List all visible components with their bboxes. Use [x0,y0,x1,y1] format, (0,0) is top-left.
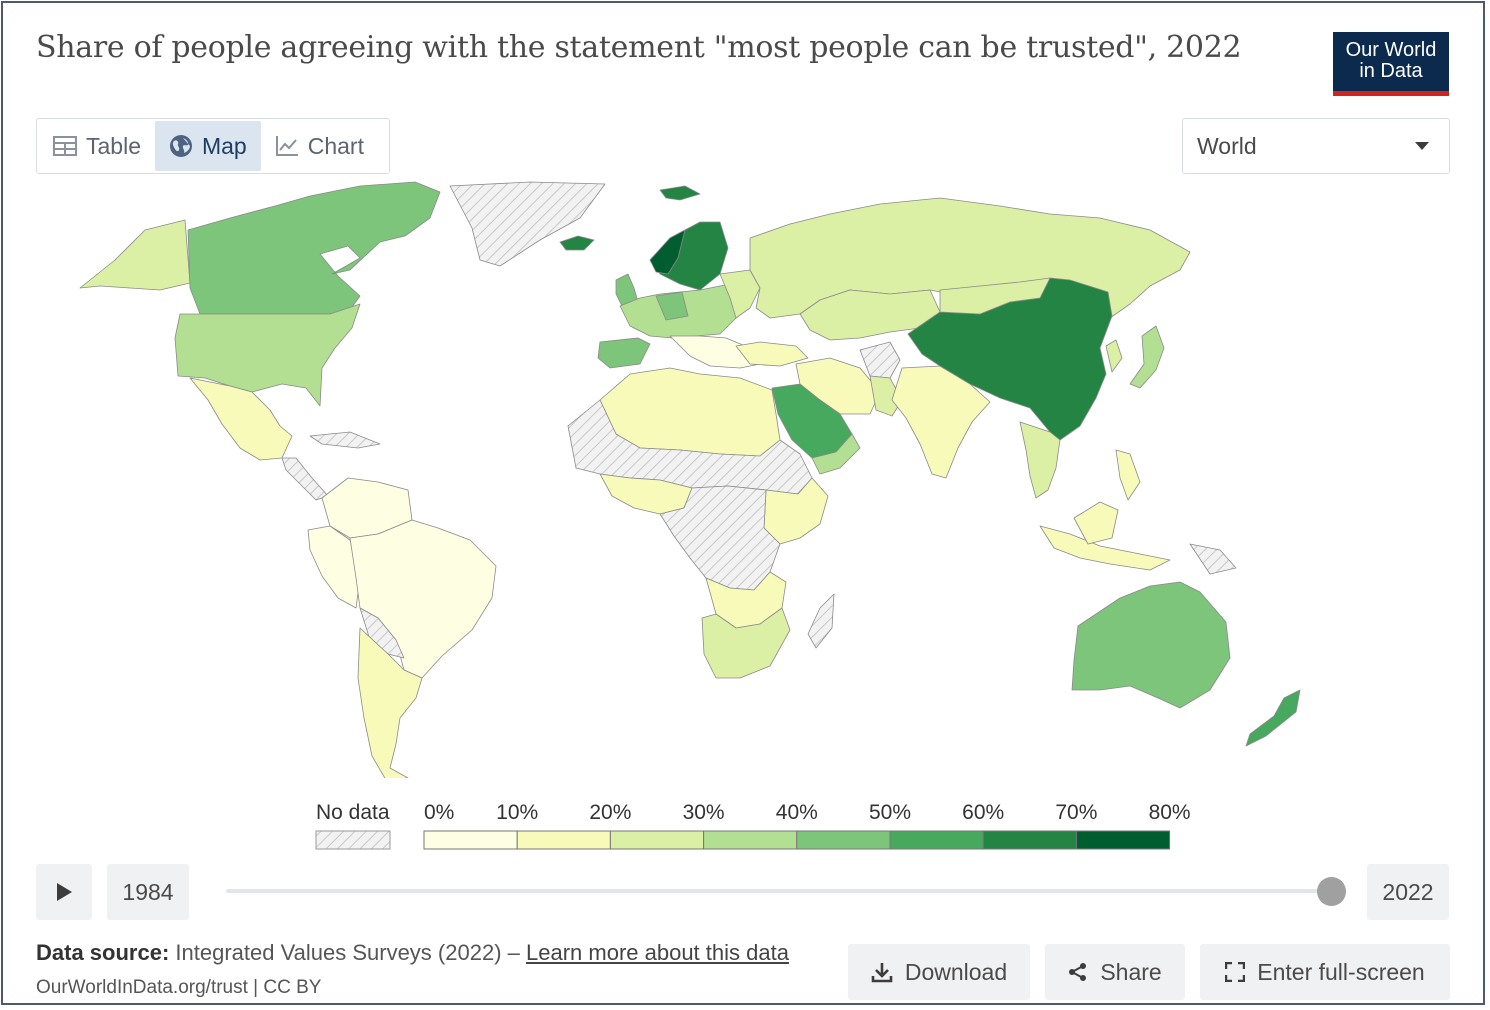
map-korea[interactable] [1105,339,1123,373]
map-australia[interactable] [1071,581,1231,709]
world-map [79,181,1301,778]
map-caribbean[interactable] [309,431,381,449]
map-mexico[interactable] [189,377,293,461]
region-select[interactable]: World [1182,118,1450,174]
globe-icon [169,135,192,157]
play-button[interactable] [36,864,92,920]
map-japan[interactable] [1129,325,1165,389]
legend-swatch[interactable] [423,830,518,850]
map-yemen-oman[interactable] [811,433,861,475]
legend-tick-label: 60% [962,801,1004,824]
learn-more-link[interactable]: Learn more about this data [526,940,789,965]
caret-down-icon [1415,142,1429,150]
map-new-zealand[interactable] [1245,689,1301,747]
map-mongolia[interactable] [939,277,1051,315]
legend-no-data-swatch [315,830,391,850]
map-madagascar[interactable] [807,593,835,649]
citation: OurWorldInData.org/trust | CC BY [36,977,322,998]
map-alaska[interactable] [79,219,191,291]
view-tabs: Table Map Chart [36,118,390,174]
map-southeast-asia[interactable] [1019,421,1061,499]
legend-tick-label: 20% [589,801,631,824]
map-philippines[interactable] [1115,449,1141,501]
line-chart-icon [275,136,298,156]
data-source-text: Integrated Values Surveys (2022) – [175,940,520,965]
map-png[interactable] [1189,543,1237,575]
legend-swatch[interactable] [796,830,891,850]
map-indonesia[interactable] [1039,525,1171,571]
legend-no-data-label: No data [316,801,390,824]
legend-tick-label: 40% [776,801,818,824]
logo-line2: in Data [1359,60,1423,82]
map-greenland[interactable] [449,181,606,267]
legend-tick-label: 0% [424,801,454,824]
timeline-end-year[interactable]: 2022 [1367,864,1449,920]
map-iceland[interactable] [559,235,595,251]
map-legend: No data 0% 10% 20% 30% 40% 50% 60% 70% 80% [315,801,1191,850]
map-afghanistan[interactable] [859,341,901,379]
legend-tick-label: 80% [1149,801,1191,824]
map-svalbard[interactable] [659,185,701,201]
data-source: Data source: Integrated Values Surveys (… [36,940,789,966]
timeline-handle[interactable] [1317,877,1346,906]
play-icon [57,883,72,901]
map-south-africa[interactable] [701,607,791,679]
legend-swatch[interactable] [982,830,1077,850]
timeline-start-year[interactable]: 1984 [107,864,189,920]
share-button[interactable]: Share [1045,944,1185,1000]
map-turkey[interactable] [735,341,809,367]
tab-table-label: Table [86,132,141,159]
fullscreen-label: Enter full-screen [1257,958,1425,985]
map-central-america[interactable] [281,457,329,501]
download-icon [871,963,893,983]
timeline-track[interactable] [226,889,1332,893]
tab-chart-label: Chart [307,132,364,159]
map-iberia[interactable] [597,337,651,369]
map-germany[interactable] [655,291,689,321]
share-icon [1069,963,1087,981]
map-usa[interactable] [174,303,361,407]
legend-swatch[interactable] [703,830,798,850]
map-central-africa[interactable] [659,485,781,591]
tab-map[interactable]: Map [154,121,261,171]
legend-swatch[interactable] [609,830,705,850]
logo-line1: Our World [1345,39,1437,61]
map-argentina-chile[interactable] [357,627,423,778]
legend-tick-label: 10% [496,801,538,824]
owid-logo[interactable]: Our World in Data [1333,32,1449,96]
map-norway[interactable] [649,229,686,275]
legend-swatch[interactable] [516,830,611,850]
download-label: Download [904,958,1008,985]
tab-map-label: Map [201,132,247,159]
tab-table[interactable]: Table [39,121,155,171]
fullscreen-icon [1225,962,1246,982]
data-source-label: Data source: [36,940,170,965]
legend-tick-label: 70% [1055,801,1097,824]
share-label: Share [1100,958,1162,985]
map-pakistan[interactable] [869,375,903,417]
legend-swatch[interactable] [889,830,984,850]
legend-swatch[interactable] [1075,830,1171,850]
tab-chart[interactable]: Chart [261,121,378,171]
map-canada[interactable] [187,181,441,315]
map-borneo[interactable] [1073,501,1119,545]
table-icon [53,136,77,156]
legend-tick-label: 30% [683,801,725,824]
map-peru[interactable] [307,525,361,609]
legend-tick-label: 50% [869,801,911,824]
chart-title: Share of people agreeing with the statem… [36,30,1242,65]
region-select-value: World [1197,132,1257,159]
fullscreen-button[interactable]: Enter full-screen [1200,944,1450,1000]
download-button[interactable]: Download [848,944,1030,1000]
